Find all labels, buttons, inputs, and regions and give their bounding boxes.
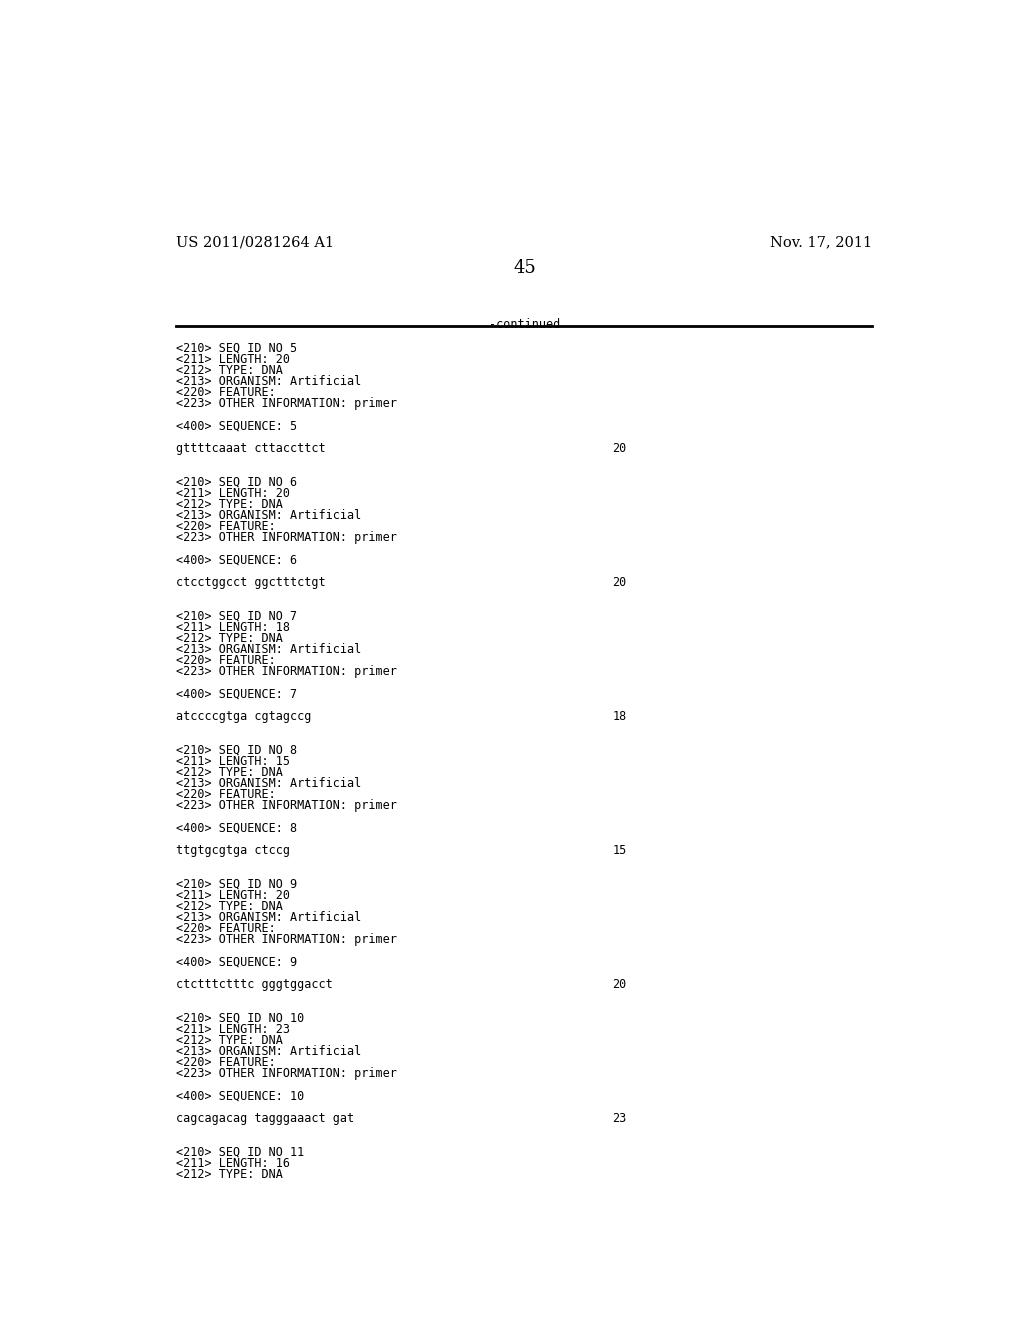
Text: <210> SEQ ID NO 6: <210> SEQ ID NO 6 — [176, 475, 297, 488]
Text: <210> SEQ ID NO 7: <210> SEQ ID NO 7 — [176, 610, 297, 623]
Text: <223> OTHER INFORMATION: primer: <223> OTHER INFORMATION: primer — [176, 1068, 397, 1080]
Text: Nov. 17, 2011: Nov. 17, 2011 — [770, 235, 872, 249]
Text: <212> TYPE: DNA: <212> TYPE: DNA — [176, 1034, 283, 1047]
Text: <223> OTHER INFORMATION: primer: <223> OTHER INFORMATION: primer — [176, 665, 397, 678]
Text: <211> LENGTH: 18: <211> LENGTH: 18 — [176, 620, 290, 634]
Text: <220> FEATURE:: <220> FEATURE: — [176, 1056, 275, 1069]
Text: 18: 18 — [612, 710, 627, 723]
Text: ttgtgcgtga ctccg: ttgtgcgtga ctccg — [176, 843, 290, 857]
Text: <212> TYPE: DNA: <212> TYPE: DNA — [176, 900, 283, 913]
Text: <211> LENGTH: 20: <211> LENGTH: 20 — [176, 487, 290, 500]
Text: <211> LENGTH: 16: <211> LENGTH: 16 — [176, 1156, 290, 1170]
Text: <212> TYPE: DNA: <212> TYPE: DNA — [176, 1168, 283, 1181]
Text: ctcctggcct ggctttctgt: ctcctggcct ggctttctgt — [176, 576, 326, 589]
Text: <400> SEQUENCE: 9: <400> SEQUENCE: 9 — [176, 956, 297, 969]
Text: <400> SEQUENCE: 10: <400> SEQUENCE: 10 — [176, 1090, 304, 1102]
Text: <213> ORGANISM: Artificial: <213> ORGANISM: Artificial — [176, 911, 361, 924]
Text: <213> ORGANISM: Artificial: <213> ORGANISM: Artificial — [176, 643, 361, 656]
Text: ctctttctttc gggtggacct: ctctttctttc gggtggacct — [176, 978, 333, 991]
Text: 20: 20 — [612, 442, 627, 455]
Text: <212> TYPE: DNA: <212> TYPE: DNA — [176, 766, 283, 779]
Text: <210> SEQ ID NO 11: <210> SEQ ID NO 11 — [176, 1146, 304, 1159]
Text: 20: 20 — [612, 576, 627, 589]
Text: US 2011/0281264 A1: US 2011/0281264 A1 — [176, 235, 334, 249]
Text: <211> LENGTH: 20: <211> LENGTH: 20 — [176, 352, 290, 366]
Text: <211> LENGTH: 23: <211> LENGTH: 23 — [176, 1023, 290, 1036]
Text: <213> ORGANISM: Artificial: <213> ORGANISM: Artificial — [176, 510, 361, 523]
Text: <210> SEQ ID NO 10: <210> SEQ ID NO 10 — [176, 1011, 304, 1024]
Text: gttttcaaat cttaccttct: gttttcaaat cttaccttct — [176, 442, 326, 455]
Text: <210> SEQ ID NO 5: <210> SEQ ID NO 5 — [176, 342, 297, 355]
Text: <223> OTHER INFORMATION: primer: <223> OTHER INFORMATION: primer — [176, 800, 397, 812]
Text: cagcagacag tagggaaact gat: cagcagacag tagggaaact gat — [176, 1111, 354, 1125]
Text: <211> LENGTH: 20: <211> LENGTH: 20 — [176, 888, 290, 902]
Text: <220> FEATURE:: <220> FEATURE: — [176, 520, 275, 533]
Text: <213> ORGANISM: Artificial: <213> ORGANISM: Artificial — [176, 375, 361, 388]
Text: <220> FEATURE:: <220> FEATURE: — [176, 387, 275, 400]
Text: <210> SEQ ID NO 8: <210> SEQ ID NO 8 — [176, 743, 297, 756]
Text: <400> SEQUENCE: 6: <400> SEQUENCE: 6 — [176, 554, 297, 566]
Text: <220> FEATURE:: <220> FEATURE: — [176, 655, 275, 668]
Text: 20: 20 — [612, 978, 627, 991]
Text: <210> SEQ ID NO 9: <210> SEQ ID NO 9 — [176, 878, 297, 891]
Text: atccccgtga cgtagccg: atccccgtga cgtagccg — [176, 710, 311, 723]
Text: -continued: -continued — [489, 318, 560, 331]
Text: <220> FEATURE:: <220> FEATURE: — [176, 923, 275, 936]
Text: <220> FEATURE:: <220> FEATURE: — [176, 788, 275, 801]
Text: <400> SEQUENCE: 7: <400> SEQUENCE: 7 — [176, 688, 297, 701]
Text: 45: 45 — [513, 259, 537, 276]
Text: <223> OTHER INFORMATION: primer: <223> OTHER INFORMATION: primer — [176, 933, 397, 946]
Text: 15: 15 — [612, 843, 627, 857]
Text: 23: 23 — [612, 1111, 627, 1125]
Text: <212> TYPE: DNA: <212> TYPE: DNA — [176, 498, 283, 511]
Text: <213> ORGANISM: Artificial: <213> ORGANISM: Artificial — [176, 777, 361, 791]
Text: <211> LENGTH: 15: <211> LENGTH: 15 — [176, 755, 290, 768]
Text: <223> OTHER INFORMATION: primer: <223> OTHER INFORMATION: primer — [176, 397, 397, 411]
Text: <213> ORGANISM: Artificial: <213> ORGANISM: Artificial — [176, 1045, 361, 1059]
Text: <400> SEQUENCE: 8: <400> SEQUENCE: 8 — [176, 822, 297, 834]
Text: <212> TYPE: DNA: <212> TYPE: DNA — [176, 364, 283, 378]
Text: <223> OTHER INFORMATION: primer: <223> OTHER INFORMATION: primer — [176, 532, 397, 544]
Text: <400> SEQUENCE: 5: <400> SEQUENCE: 5 — [176, 420, 297, 433]
Text: <212> TYPE: DNA: <212> TYPE: DNA — [176, 632, 283, 645]
